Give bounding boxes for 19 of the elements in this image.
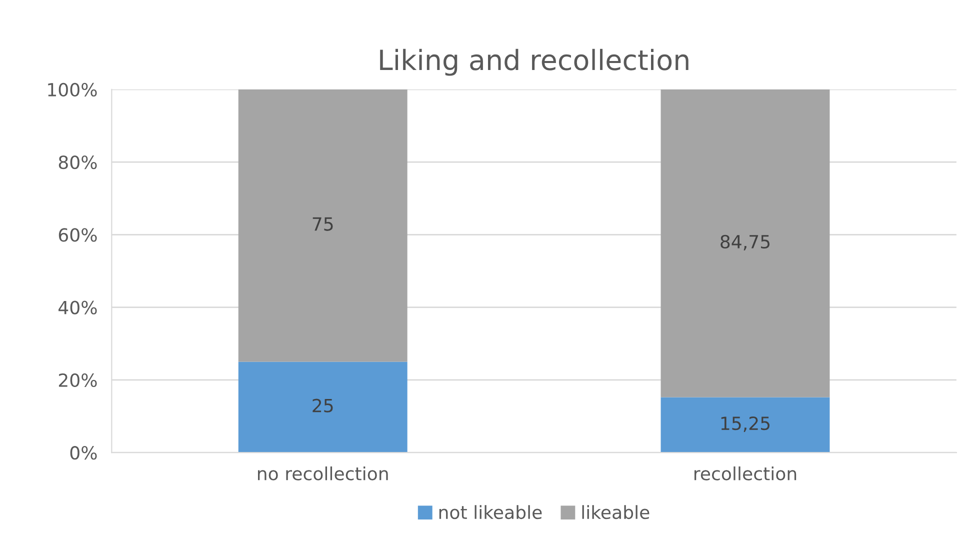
legend-label: likeable <box>582 505 650 520</box>
x-tick-label: no recollection <box>258 466 388 480</box>
y-tick-label: 0% <box>70 446 97 460</box>
data-label: 75 <box>312 217 333 231</box>
bar <box>238 362 408 453</box>
bar <box>660 89 830 398</box>
y-tick-label: 80% <box>58 156 97 170</box>
bar <box>660 397 830 453</box>
y-tick-label: 60% <box>58 228 97 242</box>
y-tick-label: 20% <box>58 373 97 388</box>
legend-label: not likeable <box>439 505 542 520</box>
y-tick-label: 40% <box>58 300 97 314</box>
data-label: 25 <box>312 398 333 412</box>
data-label: 15,25 <box>721 416 770 432</box>
chart-title: Liking and recollection <box>380 48 688 76</box>
y-tick-label: 100% <box>48 82 97 97</box>
data-label: 84,75 <box>720 234 770 250</box>
bar <box>238 89 408 362</box>
x-tick-label: recollection <box>694 466 796 480</box>
